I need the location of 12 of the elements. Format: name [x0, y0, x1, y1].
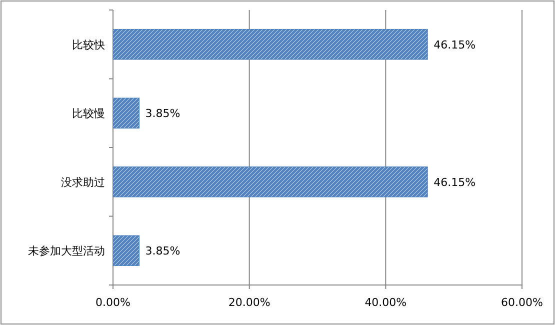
x-tick-label: 40.00%: [364, 296, 407, 309]
data-label: 3.85%: [145, 244, 180, 258]
y-tick-label: 比较快: [72, 38, 105, 52]
x-tick-label: 0.00%: [96, 296, 130, 309]
data-label: 46.15%: [434, 176, 476, 189]
data-label: 3.85%: [145, 107, 180, 120]
y-tick-label: 比较慢: [72, 107, 105, 120]
y-tick-label: 未参加大型活动: [28, 244, 105, 258]
x-tick-label: 20.00%: [228, 296, 270, 309]
data-label: 46.15%: [434, 38, 476, 52]
y-tick-label: 没求助过: [61, 176, 105, 189]
x-tick-label: 60.00%: [501, 296, 543, 309]
